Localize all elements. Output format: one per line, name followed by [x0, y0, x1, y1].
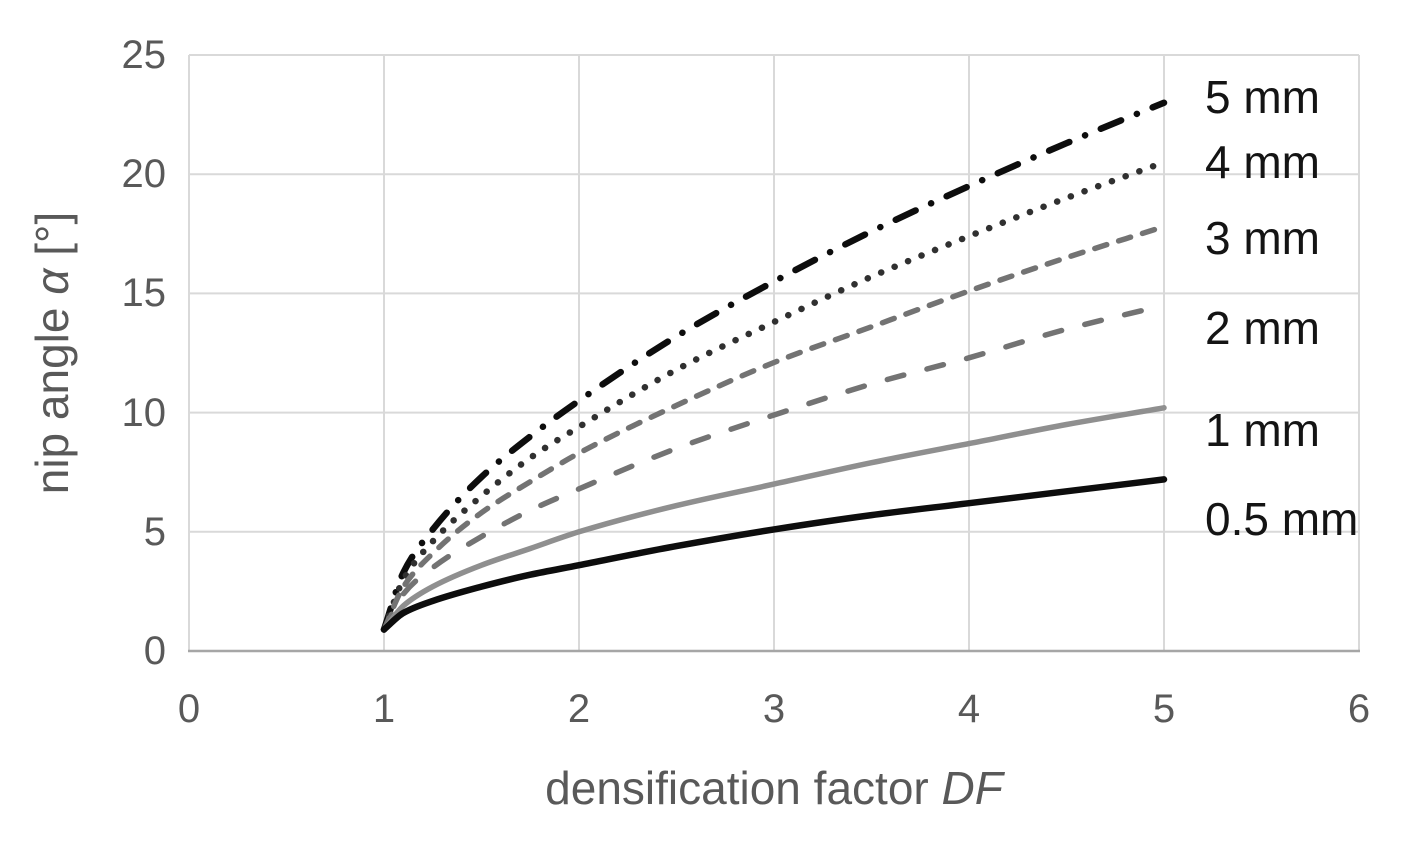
legend-label-1-mm: 1 mm: [1205, 404, 1320, 456]
x-tick-label: 0: [177, 687, 201, 731]
series-line-0.5-mm: [380, 476, 1168, 633]
x-tick-label: 1: [372, 687, 396, 731]
y-tick-label: 10: [121, 390, 167, 435]
x-tick-label: 5: [1152, 687, 1176, 731]
x-tick-label: 3: [762, 687, 786, 731]
series-line-3-mm: [381, 223, 1167, 633]
legend-label-3-mm: 3 mm: [1205, 212, 1320, 264]
y-axis-title-symbol: α: [26, 268, 78, 295]
x-tick-label: 4: [957, 687, 981, 731]
y-axis-title: nip angle α [°]: [26, 211, 78, 495]
legend-label-2-mm: 2 mm: [1205, 302, 1320, 354]
y-axis-title-text: nip angle: [26, 294, 78, 495]
y-tick-label: 0: [143, 629, 166, 673]
legend-label-5-mm: 5 mm: [1205, 71, 1320, 123]
series-line-4-mm: [380, 159, 1168, 633]
y-tick-label: 20: [121, 152, 167, 197]
y-tick-label: 15: [121, 271, 167, 316]
y-tick-label: 5: [143, 509, 166, 554]
x-axis-title-text: densification factor: [545, 762, 942, 814]
series-lines: [380, 99, 1168, 633]
x-axis-title: densification factor DF: [545, 765, 1003, 811]
series-line-5-mm: [380, 99, 1168, 633]
series-line-2-mm: [381, 302, 1167, 633]
legend-label-0.5-mm: 0.5 mm: [1205, 493, 1359, 545]
x-tick-label: 6: [1347, 687, 1371, 731]
legend-label-4-mm: 4 mm: [1205, 136, 1320, 188]
y-tick-label: 25: [121, 33, 167, 77]
series-line-1-mm: [381, 405, 1167, 633]
y-axis-title-unit: [°]: [26, 211, 78, 269]
x-axis-title-symbol: DF: [941, 762, 1003, 814]
x-tick-label: 2: [567, 687, 591, 731]
gridlines: [188, 54, 1360, 651]
